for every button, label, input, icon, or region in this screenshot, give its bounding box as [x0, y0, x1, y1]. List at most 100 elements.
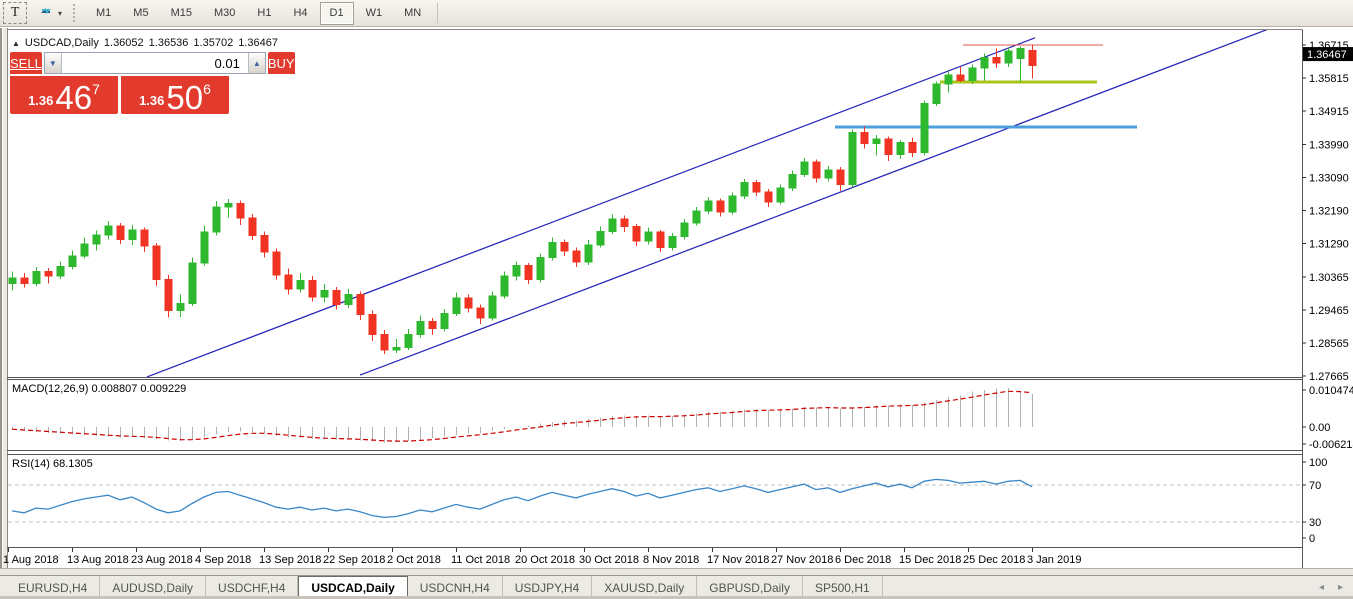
low-value: 1.35702: [193, 37, 234, 49]
candle-body: [32, 271, 41, 284]
timeframe-button-m5[interactable]: M5: [133, 7, 149, 19]
volume-increase-button[interactable]: ▲: [247, 53, 265, 73]
candle-body: [188, 262, 197, 304]
sell-button[interactable]: SELL: [10, 52, 42, 74]
date-tick-label: 30 Oct 2018: [579, 554, 639, 566]
pane-borders: [7, 29, 1303, 568]
candle-body: [752, 182, 761, 193]
macd-tick-label: 0.00: [1309, 422, 1330, 434]
candle-body: [392, 346, 401, 351]
buy-button[interactable]: BUY: [267, 52, 295, 74]
timeframe-group: M1 M5 M15 M30 H1 H4 D1 W1 MN: [86, 1, 431, 25]
chart-tab-sp500-h1[interactable]: SP500,H1: [803, 576, 883, 599]
timeframe-button-d1[interactable]: D1: [319, 1, 354, 25]
timeframe-button-m1[interactable]: M1: [96, 7, 112, 19]
candle-body: [704, 200, 713, 212]
chart-ohlc-header: ▲ USDCAD,Daily 1.36052 1.36536 1.35702 1…: [12, 37, 278, 49]
candle-body: [584, 244, 593, 263]
candle-body: [248, 217, 257, 237]
tab-scroll-right-icon[interactable]: ▸: [1337, 582, 1343, 593]
chart-tab-usdcad-daily[interactable]: USDCAD,Daily: [298, 576, 408, 599]
chart-tab-usdjpy-h4[interactable]: USDJPY,H4: [503, 576, 593, 599]
macd-name: MACD(12,26,9): [12, 383, 89, 395]
candle-body: [272, 251, 281, 276]
candle-body: [548, 241, 557, 259]
candle-body: [8, 277, 17, 284]
date-tick-label: 13 Sep 2018: [259, 554, 321, 566]
price-tick-label: 1.35815: [1309, 73, 1349, 85]
volume-input[interactable]: [61, 53, 248, 73]
date-tick-label: 22 Sep 2018: [323, 554, 385, 566]
timeframe-button-h1[interactable]: H1: [257, 7, 272, 19]
candle-body: [536, 257, 545, 281]
price-tick-label: 1.34915: [1309, 106, 1349, 118]
date-tick-label: 20 Oct 2018: [515, 554, 575, 566]
candle-body: [812, 161, 821, 179]
candle-body: [776, 187, 785, 203]
candle-body: [356, 293, 365, 315]
candle-body: [296, 279, 305, 290]
candle-body: [716, 200, 725, 213]
candle-body: [920, 102, 929, 153]
date-tick-label: 6 Dec 2018: [835, 554, 891, 566]
date-axis: 1 Aug 2018 13 Aug 2018 23 Aug 2018 4 Sep 20…: [3, 548, 1081, 566]
candle-body: [428, 321, 437, 330]
sell-price-button[interactable]: 1.36 46 7: [10, 76, 118, 114]
volume-decrease-button[interactable]: ▼: [44, 53, 62, 73]
candle-body: [320, 290, 329, 298]
rsi-label: RSI(14) 68.1305: [12, 458, 93, 470]
candle-body: [68, 255, 77, 267]
timeframe-button-h4[interactable]: H4: [293, 7, 308, 19]
tab-scroll-controls: ◂ ▸: [1319, 576, 1353, 599]
price-axis: 1.367151.358151.349151.339901.330901.321…: [1302, 40, 1353, 545]
timeframe-button-m30[interactable]: M30: [213, 7, 236, 19]
sell-price-pip: 7: [92, 81, 100, 97]
buy-price-big: 50: [166, 78, 204, 116]
price-tick-label: 1.30365: [1309, 272, 1349, 284]
candle-body: [260, 235, 269, 253]
collapse-panel-icon[interactable]: ▲: [12, 38, 20, 48]
candle-body: [200, 231, 209, 264]
timeframe-button-m15[interactable]: M15: [170, 7, 192, 19]
candle-body: [656, 231, 665, 248]
candle-body: [980, 56, 989, 69]
candles-group: [8, 44, 1037, 354]
high-value: 1.36536: [148, 37, 189, 49]
chart-tab-usdcnh-h4[interactable]: USDCNH,H4: [408, 576, 503, 599]
buy-price-prefix: 1.36: [139, 93, 165, 108]
candle-body: [860, 132, 869, 145]
chart-tab-usdchf-h4[interactable]: USDCHF,H4: [206, 576, 299, 599]
tab-scroll-left-icon[interactable]: ◂: [1318, 582, 1324, 593]
price-tick-label: 1.28565: [1309, 338, 1349, 350]
buy-price-button[interactable]: 1.36 50 6: [121, 76, 229, 114]
rsi-value: 68.1305: [52, 458, 93, 470]
toolbar-grip[interactable]: [73, 4, 79, 22]
chart-tab-gbpusd-daily[interactable]: GBPUSD,Daily: [697, 576, 803, 599]
timeframe-button-mn[interactable]: MN: [404, 7, 422, 19]
macd-signal-line: [11, 390, 1033, 442]
price-tick-label: 1.33990: [1309, 140, 1349, 152]
candle-body: [692, 210, 701, 224]
candle-body: [1004, 50, 1013, 64]
candle-body: [512, 265, 521, 277]
symbols-dropdown-button[interactable]: ▾: [33, 3, 67, 24]
candle-body: [176, 302, 185, 311]
date-tick-label: 11 Oct 2018: [451, 554, 510, 566]
candle-body: [848, 132, 857, 186]
chart-tab-eurusd-h4[interactable]: EURUSD,H4: [6, 576, 101, 599]
text-tool-button[interactable]: T: [3, 2, 27, 24]
macd-histogram: [11, 388, 1034, 443]
timeframe-button-w1[interactable]: W1: [365, 7, 383, 19]
rsi-tick-label: 100: [1309, 457, 1327, 469]
candle-body: [956, 74, 965, 81]
toolbar: T ▾ M1 M5 M15 M30 H1 H4 D1 W1 MN: [0, 0, 1353, 27]
chart-tab-audusd-daily[interactable]: AUDUSD,Daily: [100, 576, 207, 599]
date-tick-label: 3 Jan 2019: [1027, 554, 1081, 566]
candle-body: [944, 74, 953, 85]
candle-body: [680, 222, 689, 237]
candle-body: [1016, 47, 1025, 60]
candle-body: [932, 83, 941, 104]
date-tick-label: 13 Aug 2018: [67, 554, 129, 566]
chart-tab-xauusd-daily[interactable]: XAUUSD,Daily: [592, 576, 698, 599]
